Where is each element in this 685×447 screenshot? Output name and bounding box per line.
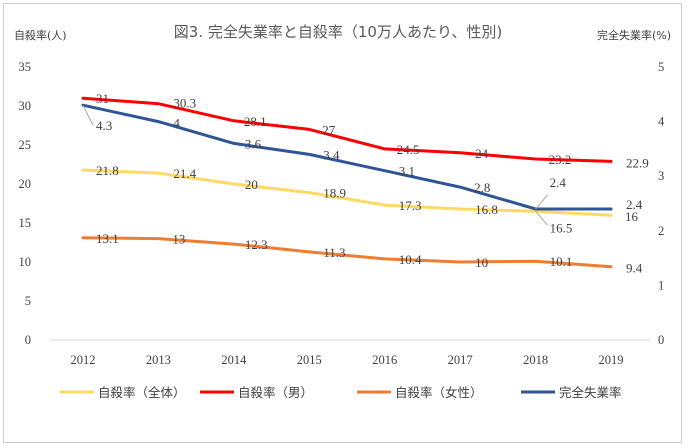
label-leader-line (82, 104, 94, 126)
y-right-tick-label: 2 (658, 224, 664, 238)
data-label: 2.8 (474, 180, 490, 195)
data-label: 9.4 (626, 261, 643, 276)
data-label: 3.4 (323, 147, 340, 162)
legend-item: 自殺率（男） (200, 385, 313, 400)
x-tick-label: 2018 (523, 353, 548, 367)
series-line (81, 168, 613, 217)
x-tick-label: 2015 (297, 353, 322, 367)
chart-title: 図3. 完全失業率と自殺率（10万人あたり、性別) (174, 23, 502, 41)
label-leader-line (535, 194, 548, 210)
x-tick-label: 2016 (372, 353, 397, 367)
data-label: 13 (172, 232, 185, 247)
data-label: 3.1 (399, 164, 415, 179)
data-label: 2.4 (626, 197, 643, 212)
data-label: 16.5 (550, 220, 573, 235)
data-label: 30.3 (173, 96, 196, 111)
legend-item: 自殺率（全体） (60, 385, 186, 400)
legend-label: 完全失業率 (559, 385, 622, 400)
y-left-tick-label: 5 (25, 294, 31, 308)
data-label: 31 (96, 91, 109, 106)
y-left-tick-label: 0 (25, 333, 31, 347)
data-label: 28.1 (244, 114, 267, 129)
data-label: 23.2 (549, 152, 572, 167)
y-left-tick-label: 25 (19, 138, 32, 152)
legend-label: 自殺率（女性） (395, 385, 483, 400)
y-right-tick-label: 3 (658, 169, 664, 183)
legend: 自殺率（全体） 自殺率（男） 自殺率（女性） 完全失業率 (60, 385, 622, 400)
x-tick-label: 2012 (71, 353, 96, 367)
data-label: 10.4 (399, 252, 422, 267)
data-label: 13.1 (96, 231, 119, 246)
legend-item: 自殺率（女性） (357, 385, 483, 400)
y-right-tick-label: 0 (658, 333, 664, 347)
data-label: 3.6 (245, 136, 262, 151)
y-left-tick-label: 20 (19, 177, 32, 191)
data-label: 2.4 (550, 175, 567, 190)
legend-label: 自殺率（男） (238, 385, 313, 400)
x-tick-label: 2014 (221, 353, 247, 367)
y-axis-right-title: 完全失業率(%) (597, 28, 671, 42)
y-left-tick-label: 30 (19, 99, 32, 113)
data-label: 4.3 (96, 118, 112, 133)
y-right-tick-label: 1 (658, 278, 664, 292)
data-label: 12.3 (245, 237, 268, 252)
legend-label: 自殺率（全体） (98, 385, 186, 400)
y-left-tick-label: 10 (19, 255, 32, 269)
y-axis-left-title: 自殺率(人) (14, 28, 67, 42)
label-leader-line (535, 210, 548, 226)
y-left-tick-label: 35 (19, 60, 32, 74)
data-label: 16.8 (475, 202, 498, 217)
data-label: 27 (322, 122, 336, 137)
series-line (81, 236, 613, 269)
legend-item: 完全失業率 (521, 385, 622, 400)
data-label: 11.3 (323, 245, 345, 260)
data-label: 24 (475, 146, 489, 161)
data-label: 4 (173, 116, 180, 131)
data-label: 17.3 (399, 198, 422, 213)
data-label: 10.1 (550, 254, 573, 269)
chart-frame (3, 3, 682, 443)
y-right-tick-label: 4 (658, 115, 665, 129)
data-label: 20 (245, 177, 258, 192)
x-tick-label: 2017 (448, 353, 473, 367)
series-line (81, 103, 613, 211)
data-label: 18.9 (323, 186, 346, 201)
data-label: 21.8 (96, 163, 119, 178)
series-lines (81, 96, 613, 269)
data-label: 10 (475, 255, 488, 270)
data-label: 22.9 (626, 155, 649, 170)
x-tick-label: 2019 (599, 353, 624, 367)
y-right-tick-label: 5 (658, 60, 664, 74)
x-tick-label: 2013 (146, 353, 171, 367)
data-label: 16 (625, 209, 639, 224)
data-label: 21.4 (173, 166, 196, 181)
y-left-tick-label: 15 (19, 216, 32, 230)
data-labels: 21.8 21.4 20 18.9 17.3 16.8 16.5 16 31 30.3 28.1 27… (96, 91, 649, 275)
data-label: 24.5 (397, 142, 420, 157)
series-line (81, 96, 613, 163)
label-leaders (82, 104, 548, 226)
